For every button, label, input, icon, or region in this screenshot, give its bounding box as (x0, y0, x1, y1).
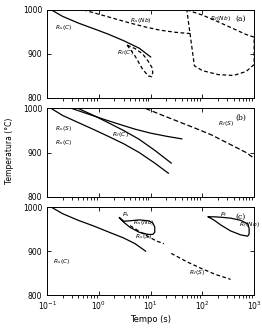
X-axis label: Tempo (s): Tempo (s) (130, 315, 171, 324)
Text: $P_s$: $P_s$ (122, 210, 130, 219)
Text: (b): (b) (235, 114, 246, 122)
Text: $R_s\,(C)$: $R_s\,(C)$ (53, 257, 70, 266)
Text: $R_s\,(S)$: $R_s\,(S)$ (135, 232, 152, 241)
Text: $R_s\,(C)$: $R_s\,(C)$ (55, 23, 72, 32)
Text: $P_f$: $P_f$ (220, 210, 228, 219)
Text: $R_f\,(Nb)$: $R_f\,(Nb)$ (210, 14, 231, 23)
Text: (c): (c) (236, 213, 246, 220)
Text: $R_s\,(Nb)$: $R_s\,(Nb)$ (130, 16, 152, 25)
Text: Temperatura (°C): Temperatura (°C) (5, 118, 14, 184)
Text: $R_f\,(C)$: $R_f\,(C)$ (117, 48, 133, 57)
Text: (a): (a) (235, 15, 246, 23)
Text: $R_f\,(Nb)$: $R_f\,(Nb)$ (239, 220, 259, 229)
Text: $R_s\,(Nb)$: $R_s\,(Nb)$ (133, 218, 154, 227)
Text: $R_f\,(C)$: $R_f\,(C)$ (112, 130, 129, 139)
Text: $R_f\,(S)$: $R_f\,(S)$ (218, 119, 234, 128)
Text: $R_s\,(S)$: $R_s\,(S)$ (55, 124, 72, 133)
Text: $R_f\,(S)$: $R_f\,(S)$ (189, 268, 205, 277)
Text: $R_s\,(C)$: $R_s\,(C)$ (55, 138, 72, 147)
